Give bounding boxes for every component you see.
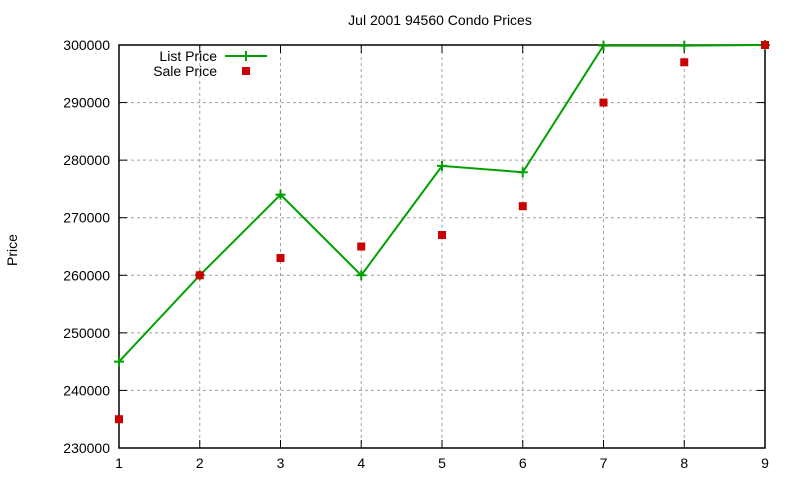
- y-tick-label: 280000: [63, 152, 110, 168]
- x-tick-label: 3: [277, 455, 285, 471]
- x-tick-label: 9: [761, 455, 769, 471]
- grid-lines: [119, 45, 765, 448]
- list-price-marker: [598, 40, 609, 51]
- y-tick-label: 240000: [63, 382, 110, 398]
- sale-price-marker: [438, 230, 446, 239]
- legend-plus-marker: [241, 51, 251, 61]
- legend-square-marker: [242, 67, 250, 75]
- list-price-marker: [437, 160, 447, 171]
- data-series: [114, 40, 770, 424]
- legend-label: List Price: [159, 48, 217, 64]
- x-tick-label: 5: [438, 455, 446, 471]
- list-price-marker: [275, 189, 286, 200]
- y-tick-label: 260000: [63, 267, 110, 283]
- y-tick-label: 290000: [63, 95, 110, 111]
- sale-price-marker: [599, 98, 608, 107]
- y-tick-label: 300000: [63, 37, 110, 53]
- y-tick-label: 270000: [63, 210, 110, 226]
- sale-price-marker: [761, 41, 769, 49]
- sale-price-marker: [518, 202, 527, 211]
- y-tick-label: 230000: [63, 440, 110, 456]
- sale-price-marker: [680, 58, 689, 67]
- x-tick-label: 8: [680, 455, 688, 471]
- sale-price-marker: [276, 254, 285, 263]
- x-tick-label: 1: [115, 455, 123, 471]
- sale-price-marker: [195, 271, 204, 280]
- chart-title: Jul 2001 94560 Condo Prices: [348, 12, 532, 28]
- y-axis-ticks: 230000 240000 250000 260000 270000 280000 2900…: [63, 37, 765, 456]
- sale-price-marker: [115, 415, 123, 424]
- list-price-marker: [114, 356, 124, 367]
- y-tick-label: 250000: [63, 325, 110, 341]
- sale-price-marker: [357, 242, 366, 251]
- list-price-marker: [517, 167, 528, 178]
- x-tick-label: 4: [357, 455, 365, 471]
- x-tick-label: 7: [600, 455, 608, 471]
- legend-label: Sale Price: [153, 63, 217, 79]
- list-price-marker: [679, 40, 690, 51]
- x-tick-label: 2: [196, 455, 204, 471]
- list-price-marker: [356, 270, 367, 281]
- x-tick-label: 6: [519, 455, 527, 471]
